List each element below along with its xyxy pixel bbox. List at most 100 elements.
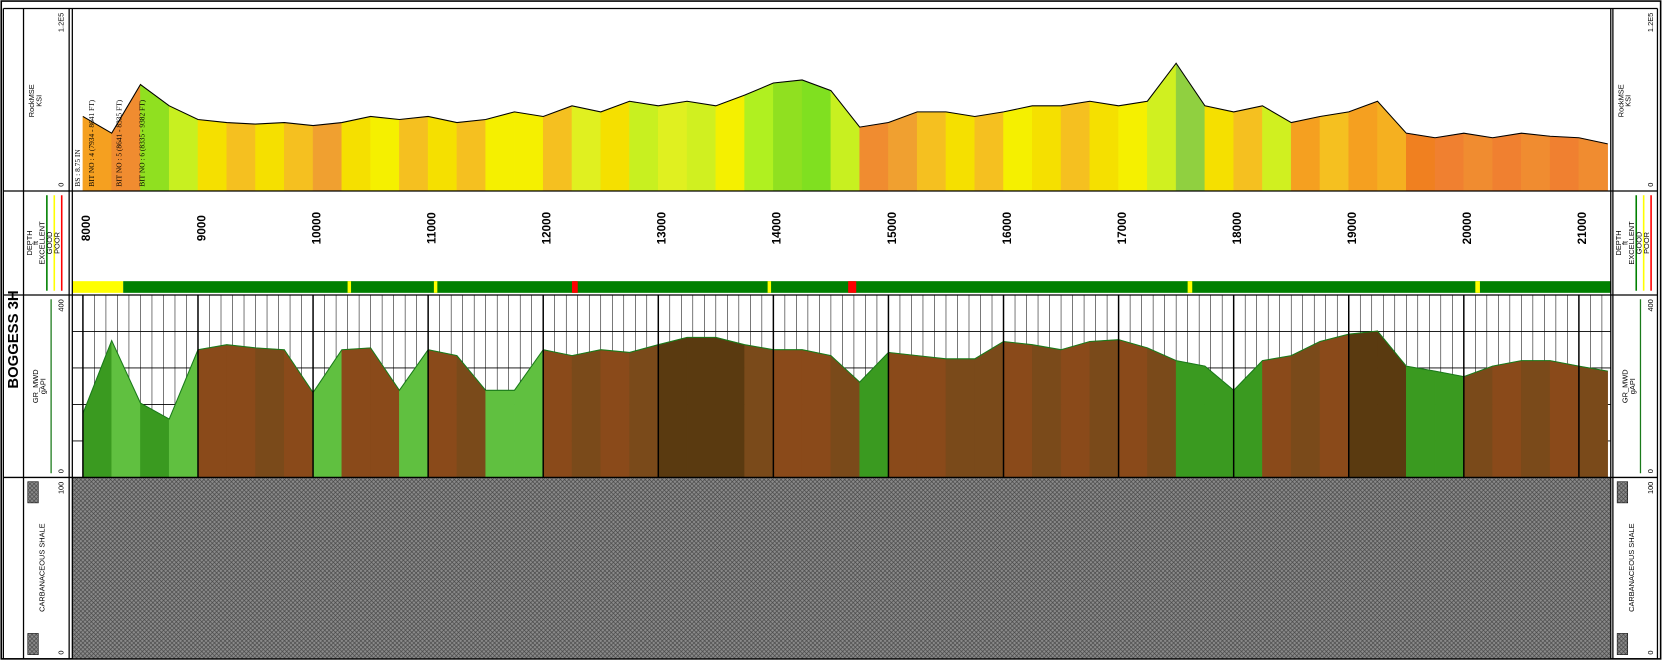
lithology-swatch bbox=[27, 481, 39, 504]
mse-fill bbox=[226, 122, 256, 192]
depth-label: 19000 bbox=[1346, 212, 1359, 244]
mse-fill bbox=[1492, 132, 1522, 192]
gr-fill bbox=[1175, 360, 1206, 478]
header-label: RockMSE bbox=[27, 84, 36, 117]
header-label: CARBANACEOUS SHALE bbox=[38, 523, 47, 612]
gr-fill bbox=[140, 402, 170, 478]
gr-fill bbox=[1290, 341, 1321, 478]
mse-fill bbox=[658, 100, 688, 192]
depth-label: 13000 bbox=[656, 212, 669, 244]
mse-fill bbox=[1406, 132, 1436, 192]
gr-fill bbox=[571, 349, 602, 478]
mse-fill bbox=[1463, 132, 1493, 192]
depth-label: 17000 bbox=[1116, 212, 1129, 244]
mse-fill bbox=[1089, 100, 1119, 192]
gr-fill bbox=[542, 349, 573, 478]
gr-fill bbox=[1204, 365, 1234, 478]
header-label: 100 bbox=[1646, 482, 1655, 494]
header-label: gAPI bbox=[39, 378, 48, 394]
header-label: 0 bbox=[1646, 469, 1655, 473]
mse-fill bbox=[600, 100, 630, 192]
mse-fill bbox=[370, 116, 400, 192]
header-label: CARBANACEOUS SHALE bbox=[1627, 523, 1636, 612]
mse-fill bbox=[542, 105, 573, 192]
gr-fill bbox=[830, 355, 860, 478]
depth-label: 12000 bbox=[541, 212, 554, 244]
header-label: ft bbox=[1621, 241, 1630, 245]
lithology-swatch bbox=[1616, 481, 1629, 504]
gr-fill bbox=[1262, 355, 1292, 478]
depth-label: 9000 bbox=[195, 215, 208, 241]
mse-fill bbox=[255, 122, 285, 192]
mse-fill bbox=[312, 122, 343, 192]
header-label: RockMSE bbox=[1616, 84, 1625, 117]
gr-fill bbox=[1377, 330, 1407, 478]
gr-fill bbox=[1060, 341, 1091, 478]
gr-fill bbox=[1348, 330, 1378, 478]
depth-label: 16000 bbox=[1001, 212, 1014, 244]
mse-fill bbox=[1348, 100, 1378, 192]
mse-fill bbox=[801, 79, 832, 192]
header-label: GR_MWD bbox=[31, 369, 40, 403]
header-label: POOR bbox=[1642, 232, 1651, 254]
mse-fill bbox=[341, 116, 371, 192]
gr-curve bbox=[82, 330, 1608, 420]
gr-fill bbox=[629, 344, 659, 478]
gr-fill bbox=[916, 355, 947, 478]
mse-fill bbox=[974, 111, 1004, 192]
mse-fill bbox=[1521, 132, 1551, 192]
gr-fill bbox=[1147, 347, 1177, 478]
mse-fill bbox=[1204, 105, 1234, 192]
gr-fill bbox=[888, 352, 918, 478]
quality-interval bbox=[347, 281, 352, 293]
gr-fill bbox=[1463, 365, 1493, 478]
mse-fill bbox=[629, 100, 659, 192]
gr-fill bbox=[658, 337, 688, 478]
gr-fill bbox=[744, 344, 774, 478]
gr-fill bbox=[859, 351, 889, 478]
mse-fill bbox=[284, 122, 314, 192]
mse-fill bbox=[399, 116, 429, 192]
header-label: EXCELLENT bbox=[38, 221, 47, 265]
bit-annotation: BIT NO : 4 (7934 - 8641 FT) bbox=[87, 99, 96, 186]
mse-fill bbox=[571, 105, 602, 192]
mse-fill bbox=[916, 111, 947, 192]
gr-fill bbox=[456, 354, 486, 478]
depth-label: 15000 bbox=[886, 212, 899, 244]
gr-fill bbox=[1492, 360, 1522, 478]
mse-fill bbox=[744, 82, 774, 192]
lithology-swatch bbox=[27, 633, 39, 655]
gr-fill bbox=[801, 349, 832, 478]
gr-fill bbox=[399, 348, 429, 478]
mse-fill bbox=[1032, 105, 1062, 192]
header-label: 0 bbox=[57, 651, 66, 655]
depth-label: 10000 bbox=[310, 212, 323, 244]
gr-fill bbox=[226, 344, 256, 478]
mse-curve bbox=[82, 62, 1608, 145]
header-label: gAPI bbox=[1628, 378, 1637, 394]
mse-fill bbox=[715, 94, 745, 192]
gr-fill bbox=[1549, 360, 1580, 478]
gr-fill bbox=[197, 344, 228, 478]
header-label: 400 bbox=[1646, 299, 1655, 311]
mse-fill bbox=[514, 111, 544, 192]
header-label: POOR bbox=[52, 232, 61, 254]
gr-fill bbox=[1003, 341, 1033, 478]
header-label: 400 bbox=[57, 299, 66, 311]
quality-interval bbox=[433, 281, 438, 293]
gr-fill bbox=[82, 340, 112, 478]
gr-fill bbox=[1434, 370, 1465, 478]
tracks: 8000 9000 10000 11000 12000 13000 14000 15000 16… bbox=[2, 7, 1659, 660]
gr-fill bbox=[715, 337, 745, 478]
header-label: KSI bbox=[1624, 95, 1633, 107]
header-label: GOOD bbox=[1634, 232, 1643, 255]
lithology-swatch bbox=[1616, 633, 1629, 655]
mse-fill bbox=[1262, 105, 1292, 192]
gr-fill bbox=[1578, 365, 1608, 478]
depth-label: 14000 bbox=[771, 212, 784, 244]
gr-fill bbox=[370, 347, 400, 478]
gr-fill bbox=[1118, 339, 1148, 478]
mse-fill bbox=[1578, 137, 1608, 192]
header-label: 0 bbox=[1646, 183, 1655, 187]
quality-interval bbox=[571, 281, 578, 293]
